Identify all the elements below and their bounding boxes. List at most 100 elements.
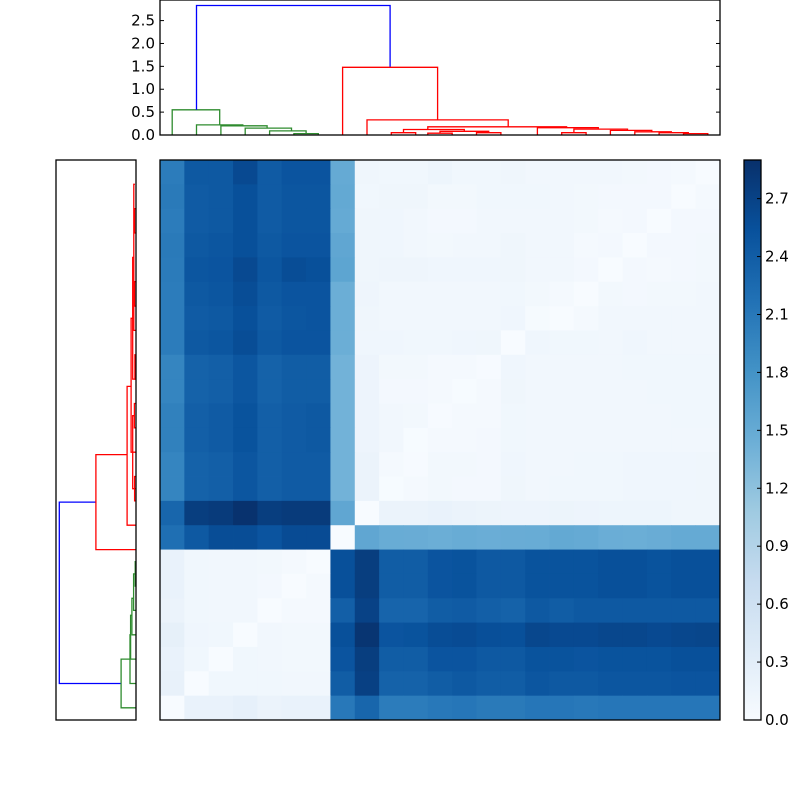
heatmap-cell [379,500,404,526]
heatmap-cell [573,622,599,648]
heatmap-cell [525,622,550,648]
dendrogram-link [220,125,268,135]
heatmap-cell [160,330,185,356]
heatmap-cell [354,452,380,477]
heatmap-cell [233,403,258,429]
dendrogram-link [120,658,136,709]
heatmap-cell [525,257,550,283]
heatmap-cell [354,184,380,210]
heatmap-cell [695,549,721,575]
heatmap-cell [476,525,502,550]
heatmap-cell [281,160,307,185]
heatmap-cell [379,233,404,258]
dendrogram-link [439,130,490,134]
dendrogram-link [427,132,453,135]
heatmap-cell [257,476,283,502]
heatmap-cell [525,427,550,453]
y-tick-label: 0.5 [131,103,155,121]
heatmap-cell [354,354,380,380]
heatmap-cell [452,452,477,477]
heatmap-cell [622,257,648,283]
heatmap-cell [160,500,185,526]
heatmap-cell [476,646,502,672]
heatmap-cell [379,184,404,210]
heatmap-cell [257,549,283,575]
heatmap-cell [257,452,283,477]
heatmap-cell [257,233,283,258]
heatmap-cell [573,695,599,721]
heatmap-cell [646,500,672,526]
heatmap-cell [403,598,429,624]
heatmap-cell [354,573,380,599]
colorbar-tick-label: 1.5 [765,421,789,439]
heatmap-cell [525,160,550,185]
heatmap-cell [354,695,380,721]
heatmap-cell [306,598,331,624]
heatmap-cell [549,452,575,477]
heatmap-cell [476,184,502,210]
heatmap-cell [622,330,648,356]
heatmap-cell [257,330,283,356]
heatmap-cell [233,306,258,331]
heatmap-cell [306,306,331,331]
heatmap-cell [695,403,721,429]
heatmap-cell [257,646,283,672]
heatmap-cell [233,330,258,356]
heatmap-cell [671,379,697,404]
heatmap-cell [257,184,283,210]
heatmap-cell [452,695,477,721]
heatmap-cell [695,184,721,210]
heatmap-cell [573,452,599,477]
heatmap-cell [671,427,697,453]
heatmap-cell [573,184,599,210]
heatmap-cell [646,306,672,331]
heatmap-cell [427,233,453,258]
heatmap-cell [354,281,380,307]
heatmap-cell [427,330,453,356]
heatmap-cell [281,452,307,477]
heatmap-cell [257,695,283,721]
heatmap-cell [671,160,697,185]
dendrogram-link [402,128,465,133]
dendrogram-link [133,475,136,502]
heatmap-cell [330,500,356,526]
heatmap-cell [257,525,283,550]
heatmap-cell [208,452,234,477]
heatmap-cell [354,500,380,526]
heatmap-cell [403,379,429,404]
heatmap-cell [354,427,380,453]
heatmap-cell [208,525,234,550]
heatmap-cell [160,160,185,185]
heatmap-cell [208,598,234,624]
heatmap-cell [598,452,624,477]
heatmap-cell [671,330,697,356]
heatmap-cell [427,257,453,283]
heatmap-cell [525,330,550,356]
heatmap-cell [646,598,672,624]
heatmap-cell [695,452,721,477]
heatmap-cell [208,500,234,526]
heatmap-cell [160,379,185,404]
heatmap-cell [452,525,477,550]
heatmap-cell [306,476,331,502]
colorbar-tick-label: 0.3 [765,653,789,671]
heatmap-cell [257,403,283,429]
heatmap-cell [500,160,526,185]
heatmap-cell [403,452,429,477]
heatmap-cell [354,257,380,283]
heatmap-cell [427,500,453,526]
heatmap-cell [208,233,234,258]
heatmap-cell [233,646,258,672]
heatmap-cell [695,525,721,550]
heatmap-cell [598,427,624,453]
heatmap-cell [695,646,721,672]
left-dendrogram [55,159,137,721]
heatmap-cell [184,427,210,453]
heatmap-cell [671,622,697,648]
dendrogram-link [133,183,136,332]
heatmap-cell [646,281,672,307]
heatmap-cell [622,160,648,185]
heatmap-cell [233,208,258,234]
heatmap-cell [160,281,185,307]
heatmap-cell [573,281,599,307]
